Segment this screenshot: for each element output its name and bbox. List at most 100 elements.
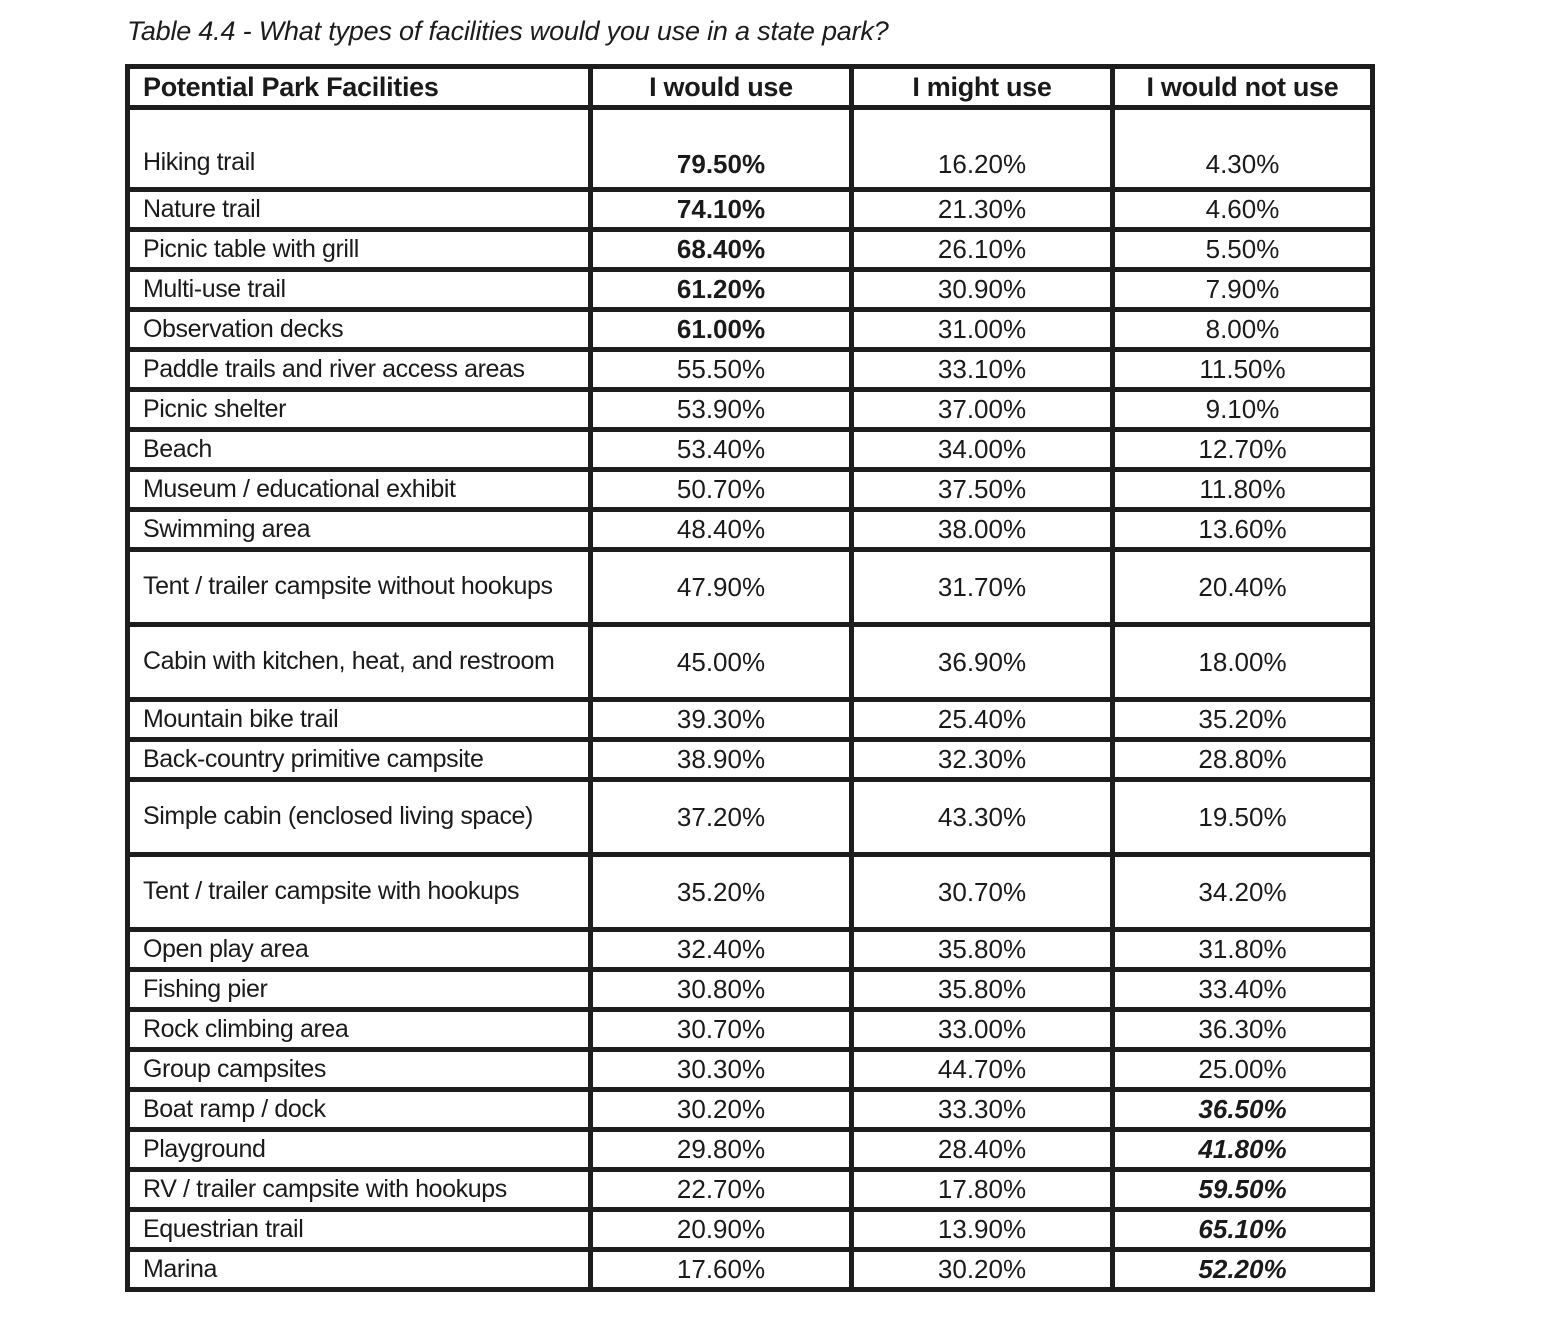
- table-row: Simple cabin (enclosed living space) 37.2…: [125, 777, 1375, 857]
- might-use-cell: 43.30%: [849, 777, 1115, 857]
- facility-name-cell: Rock climbing area: [125, 1007, 593, 1052]
- would-use-cell: 53.40%: [588, 427, 854, 472]
- facility-name-cell: Playground: [125, 1127, 593, 1172]
- would-use-cell: 37.20%: [588, 777, 854, 857]
- might-use-cell: 21.30%: [849, 187, 1115, 232]
- facility-name-cell: Picnic table with grill: [125, 227, 593, 272]
- would-use-cell: 48.40%: [588, 507, 854, 552]
- might-use-cell: 33.30%: [849, 1087, 1115, 1132]
- column-header-would-not-use: I would not use: [1110, 64, 1375, 110]
- would-not-use-cell: 9.10%: [1110, 387, 1375, 432]
- table-body: Hiking trail 79.50% 16.20% 4.30% Nature trai…: [125, 105, 1375, 1292]
- table-row: Swimming area 48.40% 38.00% 13.60%: [125, 507, 1375, 552]
- table-row: Tent / trailer campsite without hookups 4…: [125, 547, 1375, 627]
- would-not-use-cell: 41.80%: [1110, 1127, 1375, 1172]
- would-not-use-cell: 59.50%: [1110, 1167, 1375, 1212]
- would-not-use-cell: 36.50%: [1110, 1087, 1375, 1132]
- facility-name-cell: Museum / educational exhibit: [125, 467, 593, 512]
- table-row: Picnic shelter 53.90% 37.00% 9.10%: [125, 387, 1375, 432]
- table-row: Open play area 32.40% 35.80% 31.80%: [125, 927, 1375, 972]
- table-row: Fishing pier 30.80% 35.80% 33.40%: [125, 967, 1375, 1012]
- might-use-cell: 34.00%: [849, 427, 1115, 472]
- would-not-use-cell: 11.80%: [1110, 467, 1375, 512]
- would-not-use-cell: 33.40%: [1110, 967, 1375, 1012]
- would-not-use-cell: 28.80%: [1110, 737, 1375, 782]
- would-use-cell: 30.80%: [588, 967, 854, 1012]
- would-use-cell: 47.90%: [588, 547, 854, 627]
- would-use-cell: 74.10%: [588, 187, 854, 232]
- facilities-table: Potential Park Facilities I would use I …: [125, 64, 1375, 1292]
- would-use-cell: 61.00%: [588, 307, 854, 352]
- might-use-cell: 33.10%: [849, 347, 1115, 392]
- table-row: Playground 29.80% 28.40% 41.80%: [125, 1127, 1375, 1172]
- facility-name-cell: Group campsites: [125, 1047, 593, 1092]
- would-use-cell: 55.50%: [588, 347, 854, 392]
- might-use-cell: 25.40%: [849, 697, 1115, 742]
- table-row: Picnic table with grill 68.40% 26.10% 5.50%: [125, 227, 1375, 272]
- would-use-cell: 20.90%: [588, 1207, 854, 1252]
- would-not-use-cell: 13.60%: [1110, 507, 1375, 552]
- facility-name-cell: Mountain bike trail: [125, 697, 593, 742]
- facility-name-cell: Picnic shelter: [125, 387, 593, 432]
- would-use-cell: 30.70%: [588, 1007, 854, 1052]
- table-row: Group campsites 30.30% 44.70% 25.00%: [125, 1047, 1375, 1092]
- would-use-cell: 53.90%: [588, 387, 854, 432]
- might-use-cell: 35.80%: [849, 967, 1115, 1012]
- might-use-cell: 16.20%: [849, 105, 1115, 192]
- column-header-facilities: Potential Park Facilities: [125, 64, 593, 110]
- might-use-cell: 36.90%: [849, 622, 1115, 702]
- would-not-use-cell: 19.50%: [1110, 777, 1375, 857]
- facility-name-cell: Back-country primitive campsite: [125, 737, 593, 782]
- would-use-cell: 45.00%: [588, 622, 854, 702]
- would-not-use-cell: 12.70%: [1110, 427, 1375, 472]
- facility-name-cell: Tent / trailer campsite without hookups: [125, 547, 593, 627]
- facility-name-cell: Marina: [125, 1247, 593, 1292]
- table-caption: Table 4.4 - What types of facilities wou…: [127, 16, 889, 46]
- facility-name-cell: Simple cabin (enclosed living space): [125, 777, 593, 857]
- might-use-cell: 32.30%: [849, 737, 1115, 782]
- might-use-cell: 37.50%: [849, 467, 1115, 512]
- would-use-cell: 29.80%: [588, 1127, 854, 1172]
- facility-name-cell: Swimming area: [125, 507, 593, 552]
- would-not-use-cell: 4.30%: [1110, 105, 1375, 192]
- facility-name-cell: Fishing pier: [125, 967, 593, 1012]
- facility-name-cell: Hiking trail: [125, 105, 593, 192]
- would-not-use-cell: 7.90%: [1110, 267, 1375, 312]
- would-use-cell: 68.40%: [588, 227, 854, 272]
- document-page: Table 4.4 - What types of facilities wou…: [125, 16, 1375, 1292]
- would-not-use-cell: 20.40%: [1110, 547, 1375, 627]
- might-use-cell: 28.40%: [849, 1127, 1115, 1172]
- table-row: Equestrian trail 20.90% 13.90% 65.10%: [125, 1207, 1375, 1252]
- might-use-cell: 37.00%: [849, 387, 1115, 432]
- would-use-cell: 38.90%: [588, 737, 854, 782]
- would-not-use-cell: 52.20%: [1110, 1247, 1375, 1292]
- table-row: Hiking trail 79.50% 16.20% 4.30%: [125, 105, 1375, 192]
- might-use-cell: 30.70%: [849, 852, 1115, 932]
- table-row: Back-country primitive campsite 38.90% 32.…: [125, 737, 1375, 782]
- would-use-cell: 79.50%: [588, 105, 854, 192]
- facility-name-cell: Boat ramp / dock: [125, 1087, 593, 1132]
- table-row: Nature trail 74.10% 21.30% 4.60%: [125, 187, 1375, 232]
- table-row: Beach 53.40% 34.00% 12.70%: [125, 427, 1375, 472]
- table-row: Museum / educational exhibit 50.70% 37.50%…: [125, 467, 1375, 512]
- would-use-cell: 61.20%: [588, 267, 854, 312]
- would-use-cell: 39.30%: [588, 697, 854, 742]
- table-row: Tent / trailer campsite with hookups 35.2…: [125, 852, 1375, 932]
- might-use-cell: 30.20%: [849, 1247, 1115, 1292]
- might-use-cell: 17.80%: [849, 1167, 1115, 1212]
- facility-name-cell: Cabin with kitchen, heat, and restroom: [125, 622, 593, 702]
- might-use-cell: 35.80%: [849, 927, 1115, 972]
- would-not-use-cell: 34.20%: [1110, 852, 1375, 932]
- column-header-would-use: I would use: [588, 64, 854, 110]
- table-row: Multi-use trail 61.20% 30.90% 7.90%: [125, 267, 1375, 312]
- would-not-use-cell: 35.20%: [1110, 697, 1375, 742]
- might-use-cell: 33.00%: [849, 1007, 1115, 1052]
- header-row: Potential Park Facilities I would use I …: [125, 64, 1375, 110]
- table-row: Mountain bike trail 39.30% 25.40% 35.20%: [125, 697, 1375, 742]
- facility-name-cell: Nature trail: [125, 187, 593, 232]
- would-not-use-cell: 8.00%: [1110, 307, 1375, 352]
- table-row: Observation decks 61.00% 31.00% 8.00%: [125, 307, 1375, 352]
- would-use-cell: 30.20%: [588, 1087, 854, 1132]
- facility-name-cell: Equestrian trail: [125, 1207, 593, 1252]
- table-row: Rock climbing area 30.70% 33.00% 36.30%: [125, 1007, 1375, 1052]
